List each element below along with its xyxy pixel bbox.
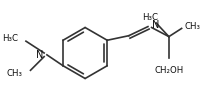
Text: H₃C: H₃C [2,34,18,43]
Text: CH₂OH: CH₂OH [154,66,184,75]
Text: CH₃: CH₃ [184,22,200,31]
Text: CH₃: CH₃ [6,69,22,78]
Text: H₃C: H₃C [142,13,158,22]
Text: N: N [152,20,159,30]
Text: N: N [36,50,43,60]
